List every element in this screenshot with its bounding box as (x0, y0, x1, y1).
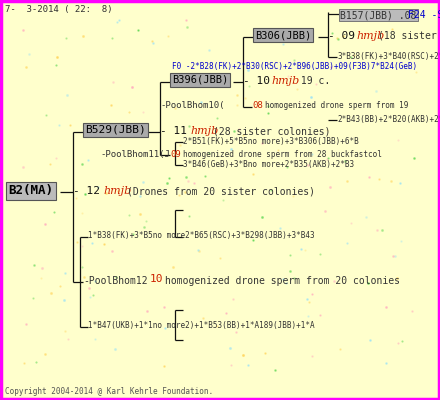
Text: 1*B38(FK)+3*B5no more2*B65(RSC)+3*B298(JBB)+3*B43: 1*B38(FK)+3*B5no more2*B65(RSC)+3*B298(J… (88, 231, 315, 240)
Text: -PoolBhom11(J: -PoolBhom11(J (100, 150, 170, 159)
Text: (28 sister colonies): (28 sister colonies) (213, 126, 330, 136)
Text: 19 c.: 19 c. (295, 76, 330, 86)
Text: homogenized drone sperm from 28 buckfastcol: homogenized drone sperm from 28 buckfast… (183, 150, 382, 159)
Text: 3*B46(GeB)+3*Bno more+2*B35(AKB)+2*B3: 3*B46(GeB)+3*Bno more+2*B35(AKB)+2*B3 (183, 160, 354, 169)
Text: 2*B51(FK)+5*B5no more)+3*B306(JBB)+6*B: 2*B51(FK)+5*B5no more)+3*B306(JBB)+6*B (183, 137, 359, 146)
Text: hmjb: hmjb (190, 126, 218, 136)
Text: hmjb: hmjb (271, 76, 299, 86)
Text: F0 -2*B28(FK)+2*B30(RSC)+2*B96(JBB)+09(F3B)7*B24(GeB): F0 -2*B28(FK)+2*B30(RSC)+2*B96(JBB)+09(F… (172, 62, 417, 71)
Text: (18 sister colonies): (18 sister colonies) (378, 31, 440, 41)
Text: 2*B43(BB)+2*B20(AKB)+2*B37(L: 2*B43(BB)+2*B20(AKB)+2*B37(L (337, 115, 440, 124)
Text: -PoolBhom10(: -PoolBhom10( (160, 101, 224, 110)
Text: 7-  3-2014 ( 22:  8): 7- 3-2014 ( 22: 8) (5, 5, 113, 14)
Text: - 10: - 10 (243, 76, 277, 86)
Text: F24 -Sinop62R: F24 -Sinop62R (408, 10, 440, 20)
Text: 1*B47(UKB)+1*1no more2)+1*B53(BB)+1*A189(JBB)+1*A: 1*B47(UKB)+1*1no more2)+1*B53(BB)+1*A189… (88, 321, 315, 330)
Text: B396(JBB): B396(JBB) (172, 75, 228, 85)
Text: - 09: - 09 (328, 31, 362, 41)
Text: B306(JBB): B306(JBB) (255, 30, 311, 40)
Text: 3*B38(FK)+3*B40(RSC)+2*B151(: 3*B38(FK)+3*B40(RSC)+2*B151( (337, 52, 440, 61)
Text: homogenized drone sperm from 19: homogenized drone sperm from 19 (265, 101, 408, 110)
Text: - 11: - 11 (160, 126, 194, 136)
Text: homogenized drone sperm from 20 colonies: homogenized drone sperm from 20 colonies (165, 276, 400, 286)
Text: -PoolBhom12: -PoolBhom12 (83, 276, 148, 286)
Text: hmjb: hmjb (356, 31, 384, 41)
Text: B2(MA): B2(MA) (8, 184, 53, 197)
Text: (Drones from 20 sister colonies): (Drones from 20 sister colonies) (127, 186, 315, 196)
Text: B529(JBB): B529(JBB) (85, 125, 146, 135)
Text: 08: 08 (252, 101, 263, 110)
Text: 10: 10 (150, 274, 164, 284)
Text: hmjb: hmjb (103, 186, 131, 196)
Text: Copyright 2004-2014 @ Karl Kehrle Foundation.: Copyright 2004-2014 @ Karl Kehrle Founda… (5, 387, 213, 396)
Text: - 12: - 12 (73, 186, 107, 196)
Text: 09: 09 (170, 150, 181, 159)
Text: B157(JBB) .08: B157(JBB) .08 (340, 10, 416, 20)
